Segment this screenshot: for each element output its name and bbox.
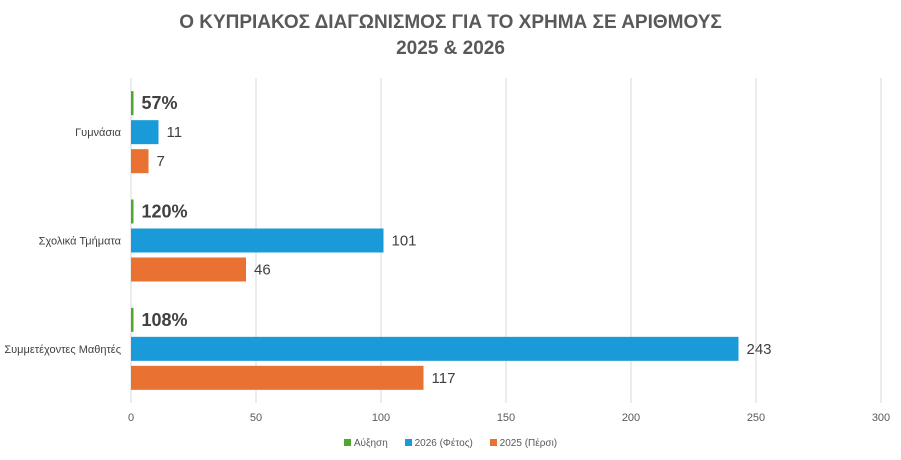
x-tick-label: 250 — [747, 412, 765, 424]
legend-swatch-2025 — [489, 438, 497, 446]
bar — [131, 91, 134, 116]
chart-title: Ο ΚΥΠΡΙΑΚΟΣ ΔΙΑΓΩΝΙΣΜΟΣ ΓΙΑ ΤΟ ΧΡΗΜΑ ΣΕ … — [179, 12, 722, 33]
bar — [131, 257, 246, 282]
legend-label-2026: 2026 (Φέτος) — [414, 438, 473, 449]
chart-legend: Αύξηση 2026 (Φέτος) 2025 (Πέρσι) — [0, 438, 901, 449]
legend-label-increase: Αύξηση — [353, 438, 388, 449]
x-tick-label: 300 — [872, 412, 890, 424]
data-label: 120% — [142, 202, 188, 222]
data-label: 57% — [142, 93, 178, 113]
category-label: Συμμετέχοντες Μαθητές — [4, 344, 121, 356]
bar — [131, 228, 384, 253]
data-label: 117 — [432, 370, 456, 387]
data-label: 11 — [167, 124, 183, 141]
x-tick-label: 100 — [372, 412, 390, 424]
data-label: 46 — [254, 262, 271, 279]
bar — [131, 120, 159, 145]
category-label: Γυμνάσια — [75, 127, 122, 139]
x-tick-label: 0 — [128, 412, 134, 424]
data-label: 7 — [157, 153, 165, 170]
x-tick-label: 150 — [497, 412, 515, 424]
x-tick-label: 200 — [622, 412, 640, 424]
bar — [131, 336, 739, 361]
bar — [131, 307, 134, 332]
bar — [131, 365, 424, 390]
legend-swatch-increase — [343, 438, 351, 446]
chart-subtitle: 2025 & 2026 — [396, 38, 505, 59]
bar — [131, 199, 134, 224]
x-tick-label: 50 — [250, 412, 262, 424]
legend-item-increase: Αύξηση — [343, 438, 388, 449]
data-label: 243 — [747, 341, 772, 358]
legend-item-2026: 2026 (Φέτος) — [404, 438, 473, 449]
legend-item-2025: 2025 (Πέρσι) — [489, 438, 558, 449]
legend-swatch-2026 — [404, 438, 412, 446]
legend-label-2025: 2025 (Πέρσι) — [499, 438, 558, 449]
category-label: Σχολικά Τμήματα — [39, 236, 122, 248]
data-label: 101 — [392, 233, 417, 250]
data-label: 108% — [142, 310, 188, 330]
bar — [131, 149, 149, 174]
